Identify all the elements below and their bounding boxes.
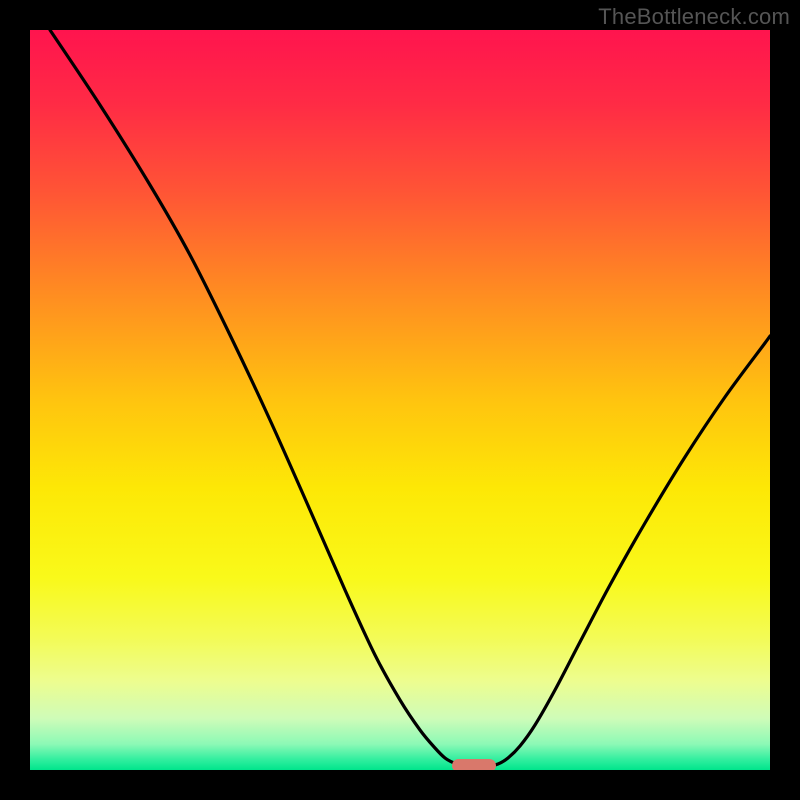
optimum-marker xyxy=(452,759,496,771)
bottleneck-curve xyxy=(30,30,770,770)
plot-area xyxy=(30,30,770,770)
chart-canvas: TheBottleneck.com xyxy=(0,0,800,800)
attribution-text: TheBottleneck.com xyxy=(598,4,790,30)
